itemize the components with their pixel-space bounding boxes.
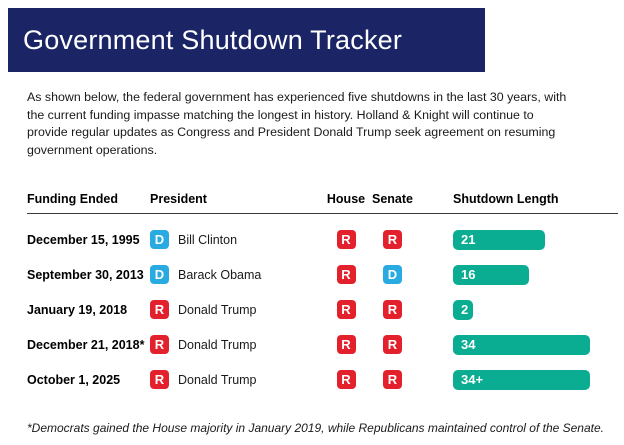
senate-cell: R bbox=[371, 370, 414, 389]
president-cell: D Bill Clinton bbox=[150, 230, 321, 249]
president-name: Donald Trump bbox=[178, 337, 257, 352]
column-header-senate: Senate bbox=[372, 191, 413, 206]
table-row: December 21, 2018* R Donald Trump R R 34 bbox=[27, 327, 618, 362]
funding-ended-value: September 30, 2013 bbox=[27, 267, 144, 282]
house-cell: R bbox=[321, 230, 371, 249]
house-cell: R bbox=[321, 335, 371, 354]
president-party-badge: D bbox=[150, 230, 169, 249]
table-row: December 15, 1995 D Bill Clinton R R 21 bbox=[27, 222, 618, 257]
column-header-house: House bbox=[326, 191, 366, 206]
shutdown-length-bar: 34 bbox=[453, 334, 590, 355]
senate-cell: D bbox=[371, 265, 414, 284]
president-cell: D Barack Obama bbox=[150, 265, 321, 284]
shutdown-length-cell: 21 bbox=[453, 229, 618, 250]
senate-party-badge: D bbox=[383, 265, 402, 284]
president-cell: R Donald Trump bbox=[150, 300, 321, 319]
table-header-row: Funding Ended President House Senate Shu… bbox=[27, 184, 618, 214]
president-name: Donald Trump bbox=[178, 302, 257, 317]
president-party-badge: R bbox=[150, 370, 169, 389]
column-header-president: President bbox=[150, 191, 207, 206]
president-cell: R Donald Trump bbox=[150, 335, 321, 354]
house-party-badge: R bbox=[336, 265, 356, 284]
page-title: Government Shutdown Tracker bbox=[23, 24, 403, 55]
president-name: Bill Clinton bbox=[178, 232, 238, 247]
page-title-banner: Government Shutdown Tracker bbox=[8, 8, 485, 72]
footnote: *Democrats gained the House majority in … bbox=[27, 421, 604, 435]
shutdown-length-cell: 34 bbox=[453, 334, 618, 355]
house-cell: R bbox=[321, 370, 371, 389]
senate-cell: R bbox=[371, 300, 414, 319]
senate-cell: R bbox=[371, 335, 414, 354]
house-party-badge: R bbox=[336, 300, 356, 319]
house-party-badge: R bbox=[336, 370, 356, 389]
funding-ended-value: October 1, 2025 bbox=[27, 372, 121, 387]
shutdown-length-bar: 34+ bbox=[453, 369, 590, 390]
funding-ended-value: January 19, 2018 bbox=[27, 302, 128, 317]
table-row: September 30, 2013 D Barack Obama R D 16 bbox=[27, 257, 618, 292]
house-cell: R bbox=[321, 300, 371, 319]
house-party-badge: R bbox=[336, 335, 356, 354]
column-header-funding-ended: Funding Ended bbox=[27, 191, 118, 206]
senate-party-badge: R bbox=[383, 335, 402, 354]
senate-cell: R bbox=[371, 230, 414, 249]
president-cell: R Donald Trump bbox=[150, 370, 321, 389]
senate-party-badge: R bbox=[383, 300, 402, 319]
president-party-badge: D bbox=[150, 265, 169, 284]
shutdown-length-bar: 2 bbox=[453, 299, 473, 320]
shutdown-table: Funding Ended President House Senate Shu… bbox=[27, 184, 618, 397]
house-cell: R bbox=[321, 265, 371, 284]
table-row: January 19, 2018 R Donald Trump R R 2 bbox=[27, 292, 618, 327]
senate-party-badge: R bbox=[383, 370, 402, 389]
column-header-shutdown-length: Shutdown Length bbox=[453, 191, 559, 206]
shutdown-length-cell: 34+ bbox=[453, 369, 618, 390]
funding-ended-value: December 15, 1995 bbox=[27, 232, 140, 247]
president-party-badge: R bbox=[150, 300, 169, 319]
president-name: Donald Trump bbox=[178, 372, 257, 387]
intro-text: As shown below, the federal government h… bbox=[27, 90, 567, 157]
shutdown-length-bar: 21 bbox=[453, 229, 545, 250]
senate-party-badge: R bbox=[383, 230, 402, 249]
shutdown-length-cell: 2 bbox=[453, 299, 618, 320]
shutdown-length-bar: 16 bbox=[453, 264, 529, 285]
funding-ended-value: December 21, 2018* bbox=[27, 337, 145, 352]
president-party-badge: R bbox=[150, 335, 169, 354]
house-party-badge: R bbox=[336, 230, 356, 249]
table-row: October 1, 2025 R Donald Trump R R 34+ bbox=[27, 362, 618, 397]
shutdown-length-cell: 16 bbox=[453, 264, 618, 285]
president-name: Barack Obama bbox=[178, 267, 262, 282]
